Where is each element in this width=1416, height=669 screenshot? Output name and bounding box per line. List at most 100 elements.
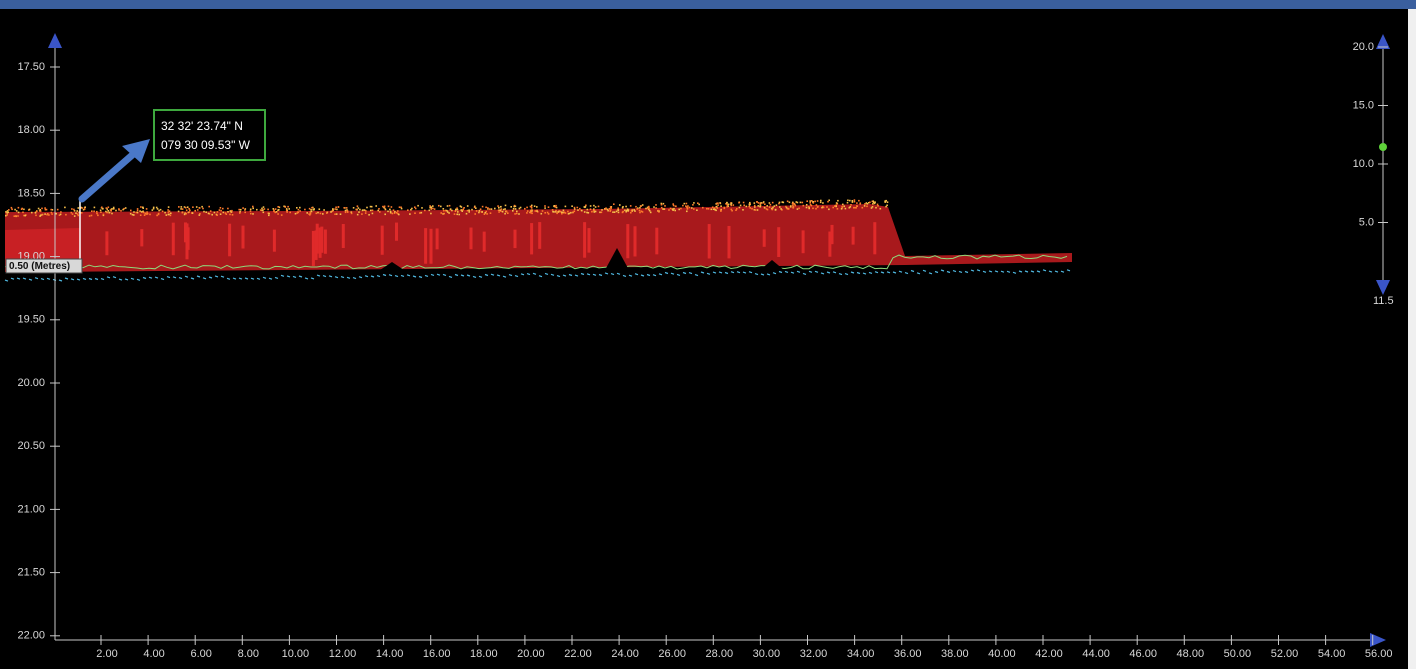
surface-point (697, 202, 699, 204)
surface-point (75, 212, 77, 214)
surface-point (631, 210, 633, 212)
surface-point (71, 208, 73, 210)
surface-point (601, 209, 603, 211)
surface-point (530, 212, 532, 214)
surface-point (518, 213, 520, 215)
surface-point (775, 209, 777, 211)
surface-point (358, 207, 360, 209)
surface-point (48, 214, 50, 216)
surface-point (515, 208, 517, 210)
surface-point (421, 207, 423, 209)
surface-point (296, 207, 298, 209)
surface-point (448, 212, 450, 214)
surface-point (684, 203, 686, 205)
surface-point (260, 209, 262, 211)
streak (424, 228, 427, 264)
surface-point (50, 209, 52, 211)
surface-point (513, 206, 515, 208)
surface-point (482, 206, 484, 208)
surface-point (524, 208, 526, 210)
surface-point (89, 215, 91, 217)
surface-point (686, 211, 688, 213)
slider-knob[interactable] (1379, 143, 1387, 151)
surface-point (716, 203, 718, 205)
surface-point (832, 207, 834, 209)
surface-point (754, 205, 756, 207)
surface-point (355, 209, 357, 211)
surface-point (842, 204, 844, 206)
surface-point (451, 210, 453, 212)
bottom-tick-label: 20.00 (517, 648, 545, 660)
surface-point (858, 200, 860, 202)
surface-point (795, 205, 797, 207)
surface-point (345, 212, 347, 214)
surface-point (808, 206, 810, 208)
surface-point (108, 207, 110, 209)
surface-point (485, 207, 487, 209)
surface-point (610, 206, 612, 208)
surface-point (691, 207, 693, 209)
surface-point (792, 203, 794, 205)
surface-point (409, 213, 411, 215)
surface-point (111, 208, 113, 210)
surface-point (334, 213, 336, 215)
surface-point (869, 202, 871, 204)
surface-point (450, 208, 452, 210)
surface-point (84, 208, 86, 210)
surface-point (500, 206, 502, 208)
surface-point (40, 215, 42, 217)
surface-point (468, 209, 470, 211)
surface-point (622, 212, 624, 214)
surface-point (663, 203, 665, 205)
position-box: 32 32' 23.74" N 079 30 09.53" W (154, 110, 265, 160)
bottom-tick-label: 2.00 (96, 648, 117, 660)
surface-point (310, 209, 312, 211)
surface-point (263, 212, 265, 214)
surface-point (100, 211, 102, 213)
surface-point (720, 210, 722, 212)
surface-point (456, 207, 458, 209)
surface-point (513, 208, 515, 210)
surface-point (769, 202, 771, 204)
surface-point (798, 208, 800, 210)
surface-point (779, 202, 781, 204)
surface-point (717, 204, 719, 206)
surface-point (60, 211, 62, 213)
streak (140, 229, 143, 246)
surface-point (563, 210, 565, 212)
surface-point (504, 213, 506, 215)
surface-point (536, 210, 538, 212)
surface-point (826, 206, 828, 208)
surface-point (460, 205, 462, 207)
bottom-tick-label: 8.00 (238, 648, 259, 660)
surface-point (199, 207, 201, 209)
surface-point (772, 202, 774, 204)
surface-point (46, 209, 48, 211)
surface-point (136, 212, 138, 214)
surface-point (311, 211, 313, 213)
bottom-tick-label: 26.00 (658, 648, 686, 660)
surface-point (571, 205, 573, 207)
surface-point (668, 209, 670, 211)
surface-point (706, 208, 708, 210)
surface-point (735, 209, 737, 211)
surface-point (313, 208, 315, 210)
surface-point (447, 205, 449, 207)
surface-point (96, 211, 98, 213)
surface-point (11, 207, 13, 209)
surface-point (277, 209, 279, 211)
surface-point (864, 203, 866, 205)
surface-point (64, 207, 66, 209)
surface-point (132, 214, 134, 216)
surface-point (544, 207, 546, 209)
surface-point (103, 214, 105, 216)
surface-point (823, 207, 825, 209)
surface-point (170, 213, 172, 215)
surface-point (429, 210, 431, 212)
surface-point (429, 205, 431, 207)
surface-point (145, 213, 147, 215)
right-tick-label: 20.0 (1353, 41, 1374, 53)
surface-point (250, 213, 252, 215)
surface-point (214, 212, 216, 214)
streak (186, 223, 189, 259)
